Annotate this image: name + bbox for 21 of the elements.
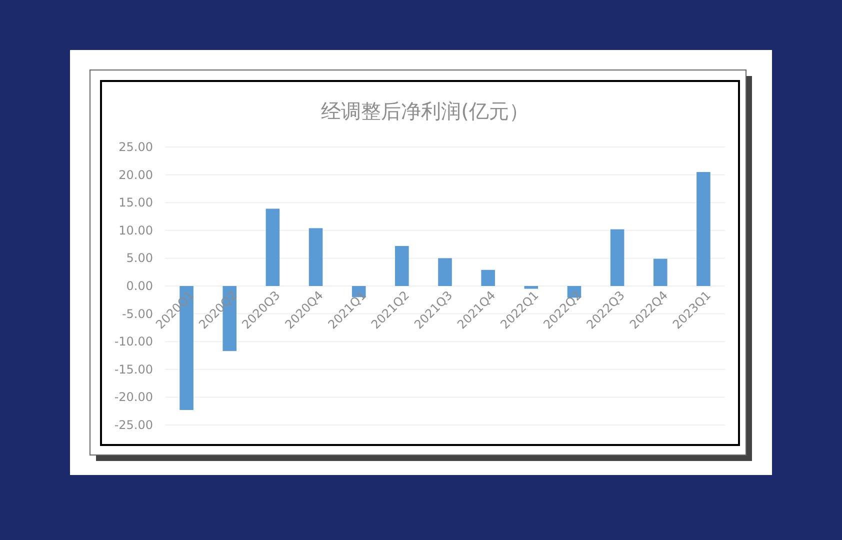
y-tick-label: 0.00 <box>126 279 153 293</box>
y-tick-label: 5.00 <box>126 251 153 266</box>
bar <box>610 229 624 286</box>
bar <box>438 258 452 286</box>
bar <box>653 258 668 286</box>
chart-title: 经调整后净利润(亿元） <box>321 99 529 123</box>
bar <box>395 246 409 286</box>
bar <box>524 286 538 289</box>
y-tick-label: -5.00 <box>122 306 153 321</box>
bar <box>696 172 710 286</box>
y-tick-label: 15.00 <box>118 196 153 210</box>
bar <box>481 270 495 286</box>
y-tick-label: 20.00 <box>118 168 153 182</box>
y-tick-label: -10.00 <box>114 334 153 349</box>
y-tick-label: 10.00 <box>118 223 153 238</box>
y-tick-label: -25.00 <box>114 418 153 432</box>
bar <box>308 228 323 286</box>
bar <box>266 208 280 286</box>
y-tick-label: 25.00 <box>118 140 153 154</box>
y-tick-label: -20.00 <box>114 390 153 404</box>
y-tick-label: -15.00 <box>114 362 153 376</box>
